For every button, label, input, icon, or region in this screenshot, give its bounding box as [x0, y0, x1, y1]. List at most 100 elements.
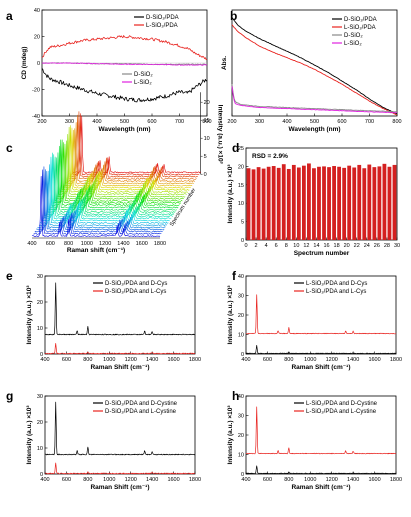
series-line-0 [44, 401, 196, 456]
bar-2 [251, 169, 256, 240]
y-tick-label: 20 [37, 420, 43, 426]
y-tick-label: 0 [40, 352, 43, 358]
series-line-1 [41, 35, 208, 61]
legend-entry-0-label: D-SiO₂/PDA and D-Cys [105, 281, 167, 287]
x-tick-label: 400 [241, 477, 250, 483]
y-tick-label: 0 [241, 238, 244, 244]
y-tick-label: 10 [204, 136, 210, 142]
plot-frame [44, 275, 196, 355]
y-tick-label: 20 [204, 100, 210, 106]
bar-15 [317, 166, 321, 240]
x-tick-label: 1800 [189, 357, 201, 363]
legend-entry-3-label: L-SiO₂ [344, 41, 362, 47]
y-tick-label: 15 [238, 183, 244, 189]
x-tick-label: 1000 [81, 241, 93, 247]
bar-30 [392, 164, 397, 240]
x-tick-label: 700 [175, 119, 184, 125]
x-tick-label: 200 [37, 119, 46, 125]
x-tick-label: 800 [64, 241, 73, 247]
y-axis-label: Intensity (a.u.) ×10³ [26, 285, 33, 345]
bar-7 [276, 167, 281, 240]
x-tick-label: 500 [120, 119, 129, 125]
x-tick-label: 500 [310, 119, 319, 125]
y-axis-label: CD (mdeg) [21, 47, 28, 80]
x-tick-label: 600 [62, 357, 71, 363]
x-tick-label: 8 [285, 243, 288, 249]
x-tick-label: 600 [263, 477, 272, 483]
x-tick-label: 22 [354, 243, 360, 249]
y-tick-label: 0 [241, 472, 244, 478]
bar-24 [362, 168, 367, 240]
x-tick-label: 1200 [125, 477, 137, 483]
x-axis-label: Raman Shift (cm⁻¹) [291, 364, 350, 371]
x-tick-label: 10 [293, 243, 299, 249]
plot-frame [44, 395, 196, 475]
y-tick-label: 30 [37, 274, 43, 280]
legend-entry-1-label: D-SiO₂/PDA and L-Cys [105, 289, 166, 295]
bar-5 [266, 166, 271, 240]
x-tick-label: 20 [344, 243, 350, 249]
y-axis-label: Intensity (a.u.) ×10³ [227, 405, 234, 465]
panel-a: a 200 300 400 500 600 700 800 -40 -20 0 20 40 Wavelen… [6, 8, 212, 133]
legend-entry-2-label: D-SiO₂ [344, 33, 363, 39]
bar-1 [246, 168, 251, 240]
x-tick-label: 1400 [146, 477, 158, 483]
x-tick-label: 4 [265, 243, 268, 249]
bar-28 [382, 163, 387, 240]
x-tick-label: 1000 [304, 477, 316, 483]
y-tick-label: 10 [238, 201, 244, 207]
x-tick-label: 600 [337, 119, 346, 125]
x-tick-label: 600 [62, 477, 71, 483]
x-tick-label: 1600 [136, 241, 148, 247]
y-tick-label: 30 [238, 414, 244, 420]
x-tick-label: 300 [65, 119, 74, 125]
spectrum-line-0 [31, 175, 161, 237]
bar-17 [327, 167, 331, 240]
y-tick-label: 30 [238, 294, 244, 300]
bar-22 [352, 167, 357, 240]
x-tick-label: 14 [313, 243, 319, 249]
panel-label-d: d [232, 141, 239, 155]
x-tick-label: 300 [255, 119, 264, 125]
x-tick-label: 1000 [103, 357, 115, 363]
x-tick-label: 12 [303, 243, 309, 249]
x-tick-label: 400 [282, 119, 291, 125]
x-tick-label: 28 [384, 243, 390, 249]
spectrum-line-24 [65, 128, 194, 185]
y-axis-label: Intensity (a.u.) ×10³ [227, 164, 234, 224]
x-tick-label: 800 [284, 477, 293, 483]
y-tick-label: 0 [40, 472, 43, 478]
y-tick-label: 10 [238, 453, 244, 459]
series-line-1 [44, 343, 196, 355]
y-axis-label: Abs. [221, 56, 228, 70]
bar-29 [387, 166, 392, 240]
series-line-1 [44, 462, 196, 475]
x-tick-label: 1800 [154, 241, 166, 247]
x-axis-label: Raman shift (cm⁻¹) [67, 247, 125, 254]
panel-label-b: b [230, 9, 237, 23]
bar-27 [377, 166, 382, 240]
bar-16 [322, 166, 326, 240]
y-tick-label: 40 [34, 8, 40, 14]
x-tick-label: 800 [392, 119, 401, 125]
x-tick-label: 1600 [167, 477, 179, 483]
x-tick-label: 1400 [117, 241, 129, 247]
series-line-0 [44, 282, 196, 336]
y-tick-label: -20 [32, 88, 40, 94]
y-tick-label: 25 [238, 146, 244, 152]
y-tick-label: 0 [241, 352, 244, 358]
panel-f: f 400 600 800 1000 1200 1400 1600 1800 0 10 20 30 40 R… [227, 269, 402, 371]
x-tick-label: 1200 [326, 357, 338, 363]
x-tick-label: 30 [394, 243, 400, 249]
x-tick-label: 1200 [99, 241, 111, 247]
x-axis-label: Raman Shift (cm⁻¹) [90, 364, 149, 371]
bar-25 [367, 164, 372, 240]
legend-entry-0-label: D-SiO₂/PDA [344, 17, 377, 23]
panel-label-h: h [232, 389, 239, 403]
bar-18 [332, 166, 336, 240]
x-axis-label: Wavelength (nm) [288, 126, 340, 133]
x-tick-label: 6 [275, 243, 278, 249]
x-axis-label: Wavelength (nm) [98, 126, 150, 133]
x-tick-label: 800 [284, 357, 293, 363]
y-tick-label: 0 [37, 61, 40, 67]
